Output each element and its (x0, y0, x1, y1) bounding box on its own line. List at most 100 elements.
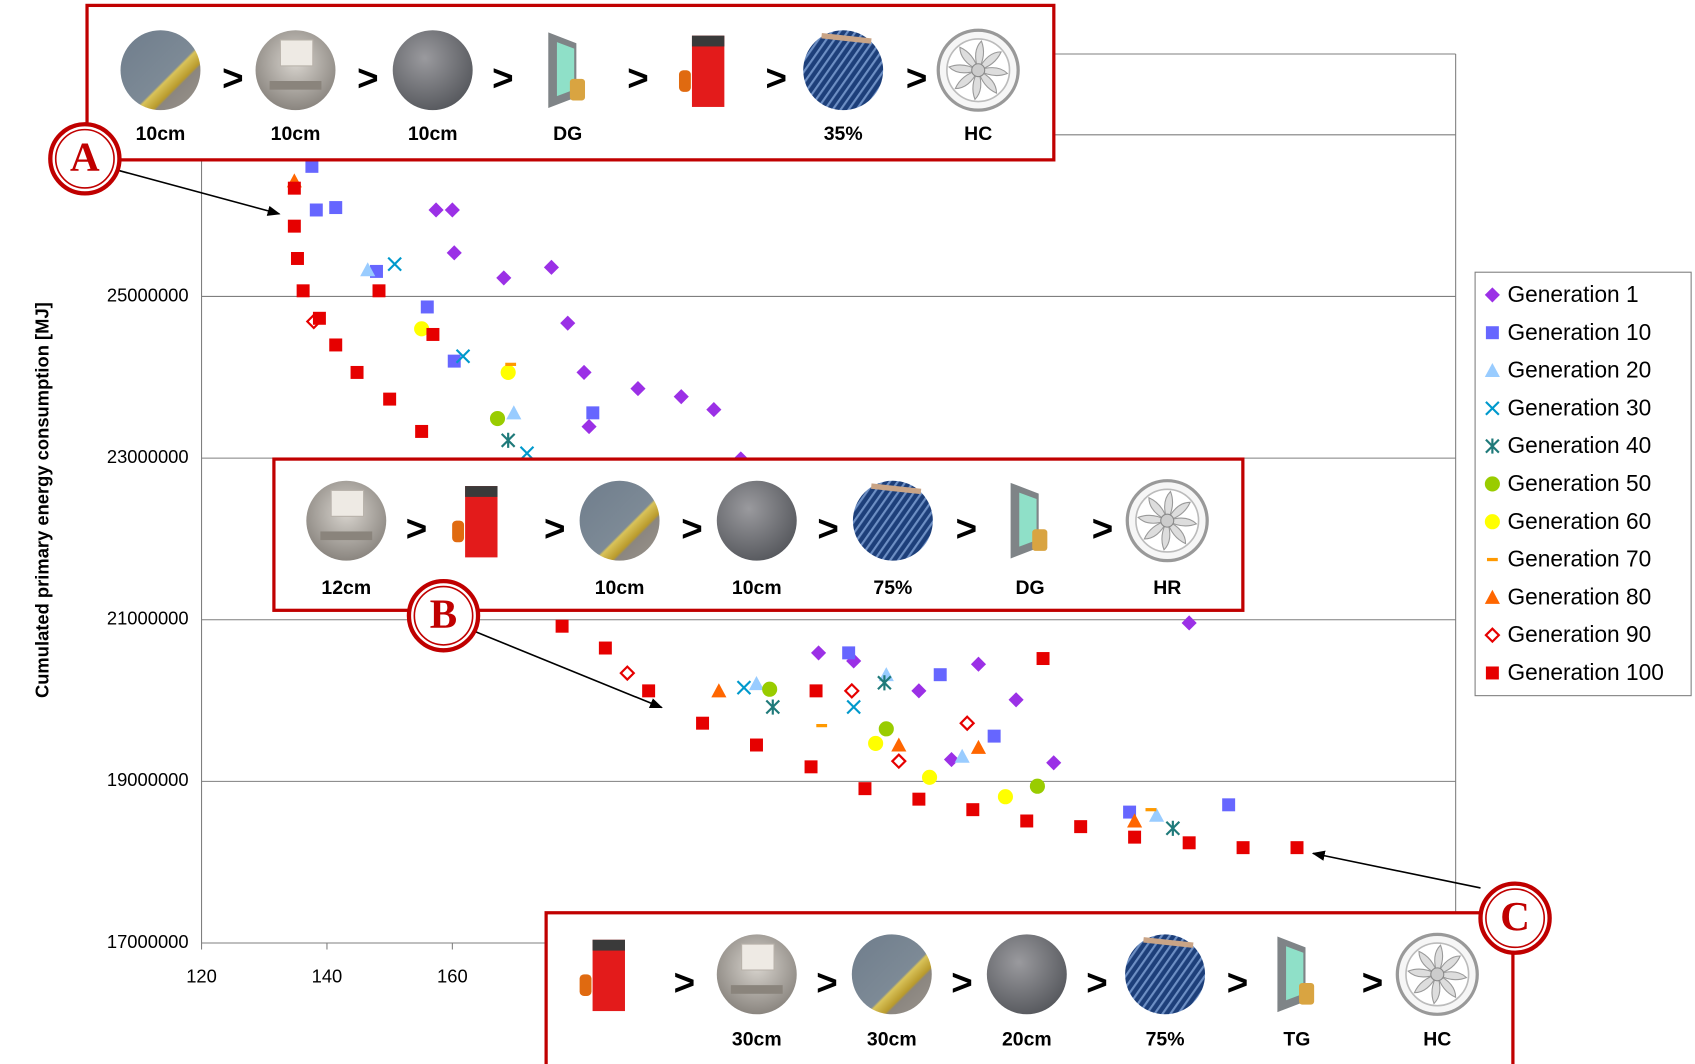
point (1128, 830, 1142, 844)
point (912, 792, 926, 806)
icon-shape (1413, 973, 1439, 994)
point (762, 681, 778, 697)
caption: 10cm (136, 123, 186, 145)
icon-shape (716, 934, 797, 1015)
point (877, 675, 892, 691)
y-tick-label: 17000000 (107, 931, 189, 952)
icon-shape (954, 69, 980, 90)
point (500, 364, 516, 380)
legend-label: Generation 80 (1508, 583, 1652, 609)
legend-label: Generation 50 (1508, 470, 1652, 496)
point (312, 311, 326, 325)
icon-shape (1143, 519, 1169, 540)
point (843, 682, 860, 699)
icon-shape (741, 943, 775, 971)
point (387, 256, 402, 272)
icon-shape (691, 35, 725, 107)
point (420, 300, 434, 314)
point (868, 735, 884, 751)
point (858, 782, 872, 796)
point (296, 284, 310, 298)
icon-shape (1148, 496, 1169, 522)
point (1145, 808, 1157, 812)
icon-solar (852, 480, 933, 561)
icon-shape (592, 939, 625, 951)
icon-shape (821, 32, 872, 44)
point (496, 270, 512, 286)
icon-shape (691, 35, 725, 47)
icon-roofins (851, 934, 932, 1015)
icon-shape (1032, 529, 1048, 551)
point (586, 406, 600, 420)
callout-badge (48, 122, 122, 196)
icon-shape (579, 480, 660, 561)
icon-shape (716, 480, 797, 561)
legend-label: Generation 70 (1508, 546, 1652, 572)
point (1074, 820, 1088, 834)
caption: 12cm (321, 577, 371, 599)
point (933, 668, 947, 682)
legend-marker (1485, 666, 1499, 680)
point (1123, 805, 1137, 819)
separator: > (1227, 962, 1248, 1003)
icon-roof (392, 30, 473, 111)
point (642, 684, 656, 698)
icon-shape (870, 483, 922, 495)
point (890, 753, 907, 770)
icon-shape (1407, 968, 1439, 978)
icon-fan (1395, 932, 1479, 1016)
caption: 35% (824, 123, 863, 145)
point (816, 723, 828, 728)
callout-arrow (475, 631, 663, 709)
icon-shape (465, 486, 498, 497)
icon-shape (977, 51, 1002, 72)
caption: HR (1153, 577, 1181, 599)
callout-badge (1478, 881, 1552, 955)
point (455, 349, 471, 364)
point (630, 381, 646, 397)
legend-marker (1484, 627, 1501, 644)
icon-boiler (579, 939, 625, 1012)
callout-label: B (430, 590, 457, 636)
icon-shape (730, 985, 783, 994)
point (428, 202, 444, 218)
callout-arrow (1311, 850, 1481, 889)
legend-marker (1484, 589, 1500, 604)
point (372, 284, 386, 298)
caption: DG (553, 123, 582, 145)
point (506, 405, 522, 420)
icon-shape (1161, 519, 1171, 551)
icon-shape (255, 30, 336, 111)
point (444, 202, 460, 218)
legend-marker (1484, 362, 1500, 377)
separator: > (1086, 962, 1107, 1003)
icon-shape (1418, 950, 1439, 976)
caption: 30cm (732, 1028, 782, 1050)
point (750, 738, 763, 752)
icon-shape (1143, 937, 1194, 948)
separator: > (681, 508, 702, 549)
icon-shape (120, 30, 201, 111)
separator: > (906, 58, 927, 99)
point (891, 737, 907, 752)
separator: > (817, 508, 838, 549)
legend-label: Generation 30 (1508, 394, 1652, 420)
point (970, 739, 987, 754)
point (1148, 807, 1165, 822)
point (811, 645, 827, 661)
icon-solar (1125, 934, 1206, 1015)
point (842, 646, 856, 660)
separator: > (357, 58, 378, 99)
icon-shape (320, 531, 373, 541)
point (383, 392, 397, 406)
icon-shape (678, 70, 691, 92)
point (1165, 820, 1181, 836)
point (748, 676, 765, 691)
callout-label: C (1500, 893, 1530, 939)
y-tick-label: 21000000 (107, 608, 189, 629)
icon-shape (592, 939, 625, 1012)
y-tick-label: 19000000 (107, 769, 189, 790)
callout-badge-ring (1485, 888, 1546, 949)
